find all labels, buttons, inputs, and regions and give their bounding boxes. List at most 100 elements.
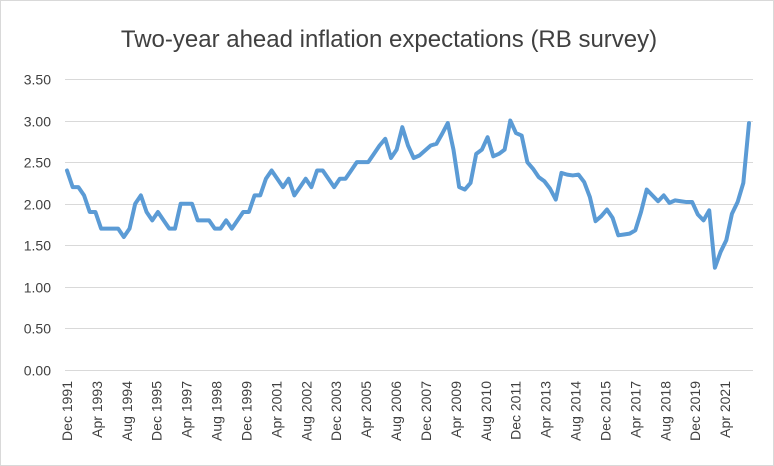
data-point xyxy=(230,227,234,231)
x-tick-label: Apr 1997 xyxy=(179,381,195,438)
y-tick-label: 3.00 xyxy=(24,114,51,130)
data-point xyxy=(440,132,444,136)
data-point xyxy=(366,160,370,164)
data-point xyxy=(480,148,484,152)
data-point xyxy=(389,156,393,160)
data-point xyxy=(730,212,734,216)
data-point xyxy=(434,142,438,146)
data-point xyxy=(429,144,433,148)
data-point xyxy=(173,227,177,231)
data-point xyxy=(304,177,308,181)
data-point xyxy=(213,227,217,231)
x-tick-label: Dec 2019 xyxy=(687,381,703,441)
data-point xyxy=(99,227,103,231)
data-point xyxy=(321,168,325,172)
data-point xyxy=(196,218,200,222)
data-point xyxy=(406,144,410,148)
data-point xyxy=(179,202,183,206)
data-point xyxy=(690,200,694,204)
data-point xyxy=(258,193,262,197)
x-tick-label: Aug 1998 xyxy=(209,381,225,441)
data-point xyxy=(275,177,279,181)
data-point xyxy=(451,148,455,152)
y-tick-label: 1.00 xyxy=(24,280,51,296)
x-tick-label: Apr 2009 xyxy=(448,381,464,438)
series-layer xyxy=(65,118,751,270)
data-point xyxy=(611,216,615,220)
data-point xyxy=(355,160,359,164)
data-point xyxy=(554,198,558,202)
data-point xyxy=(508,119,512,123)
data-point xyxy=(82,193,86,197)
data-point xyxy=(145,210,149,214)
data-point xyxy=(622,232,626,236)
data-point xyxy=(696,213,700,217)
x-tick-label: Apr 2017 xyxy=(627,381,643,438)
data-point xyxy=(65,168,69,172)
x-tick-label: Apr 2001 xyxy=(268,381,284,438)
data-point xyxy=(679,199,683,203)
data-point xyxy=(542,179,546,183)
data-point xyxy=(463,188,467,192)
series-line xyxy=(65,118,751,270)
data-point xyxy=(741,181,745,185)
data-point xyxy=(633,228,637,232)
data-point xyxy=(565,173,569,177)
data-point xyxy=(298,185,302,189)
data-point xyxy=(93,210,97,214)
data-point xyxy=(71,185,75,189)
data-point xyxy=(667,201,671,205)
data-point xyxy=(281,185,285,189)
y-axis-ticks: 0.00 0.50 1.00 1.50 2.00 2.50 3.00 3.50 xyxy=(24,72,51,379)
y-tick-label: 1.50 xyxy=(24,238,51,254)
data-point xyxy=(645,188,649,192)
data-point xyxy=(724,238,728,242)
data-point xyxy=(156,210,160,214)
data-point xyxy=(292,193,296,197)
data-point xyxy=(525,160,529,164)
data-point xyxy=(548,187,552,191)
data-point xyxy=(349,168,353,172)
data-point xyxy=(190,202,194,206)
data-point xyxy=(167,227,171,231)
data-point xyxy=(605,208,609,212)
data-point xyxy=(110,227,114,231)
data-point xyxy=(241,210,245,214)
data-point xyxy=(122,235,126,239)
data-point xyxy=(218,227,222,231)
data-point xyxy=(139,193,143,197)
data-point xyxy=(736,200,740,204)
data-point xyxy=(253,193,257,197)
data-point xyxy=(616,233,620,237)
data-point xyxy=(383,137,387,141)
data-point xyxy=(150,218,154,222)
data-point xyxy=(747,121,751,125)
x-tick-label: Aug 2002 xyxy=(298,381,314,441)
data-point xyxy=(514,131,518,135)
data-point xyxy=(656,199,660,203)
x-tick-label: Aug 2006 xyxy=(388,381,404,441)
data-point xyxy=(684,200,688,204)
data-point xyxy=(287,177,291,181)
data-point xyxy=(201,218,205,222)
data-point xyxy=(162,218,166,222)
data-point xyxy=(236,218,240,222)
data-point xyxy=(105,227,109,231)
data-point xyxy=(594,219,598,223)
data-point xyxy=(247,210,251,214)
data-point xyxy=(707,208,711,212)
data-point xyxy=(343,177,347,181)
x-tick-label: Dec 1995 xyxy=(149,381,165,441)
data-point xyxy=(326,177,330,181)
data-point xyxy=(559,171,563,175)
x-tick-label: Apr 2021 xyxy=(717,381,733,438)
data-point xyxy=(128,227,132,231)
data-point xyxy=(571,173,575,177)
x-tick-label: Aug 2018 xyxy=(657,381,673,441)
data-point xyxy=(400,125,404,129)
data-point xyxy=(184,202,188,206)
data-point xyxy=(76,185,80,189)
x-tick-label: Dec 2011 xyxy=(508,381,524,440)
